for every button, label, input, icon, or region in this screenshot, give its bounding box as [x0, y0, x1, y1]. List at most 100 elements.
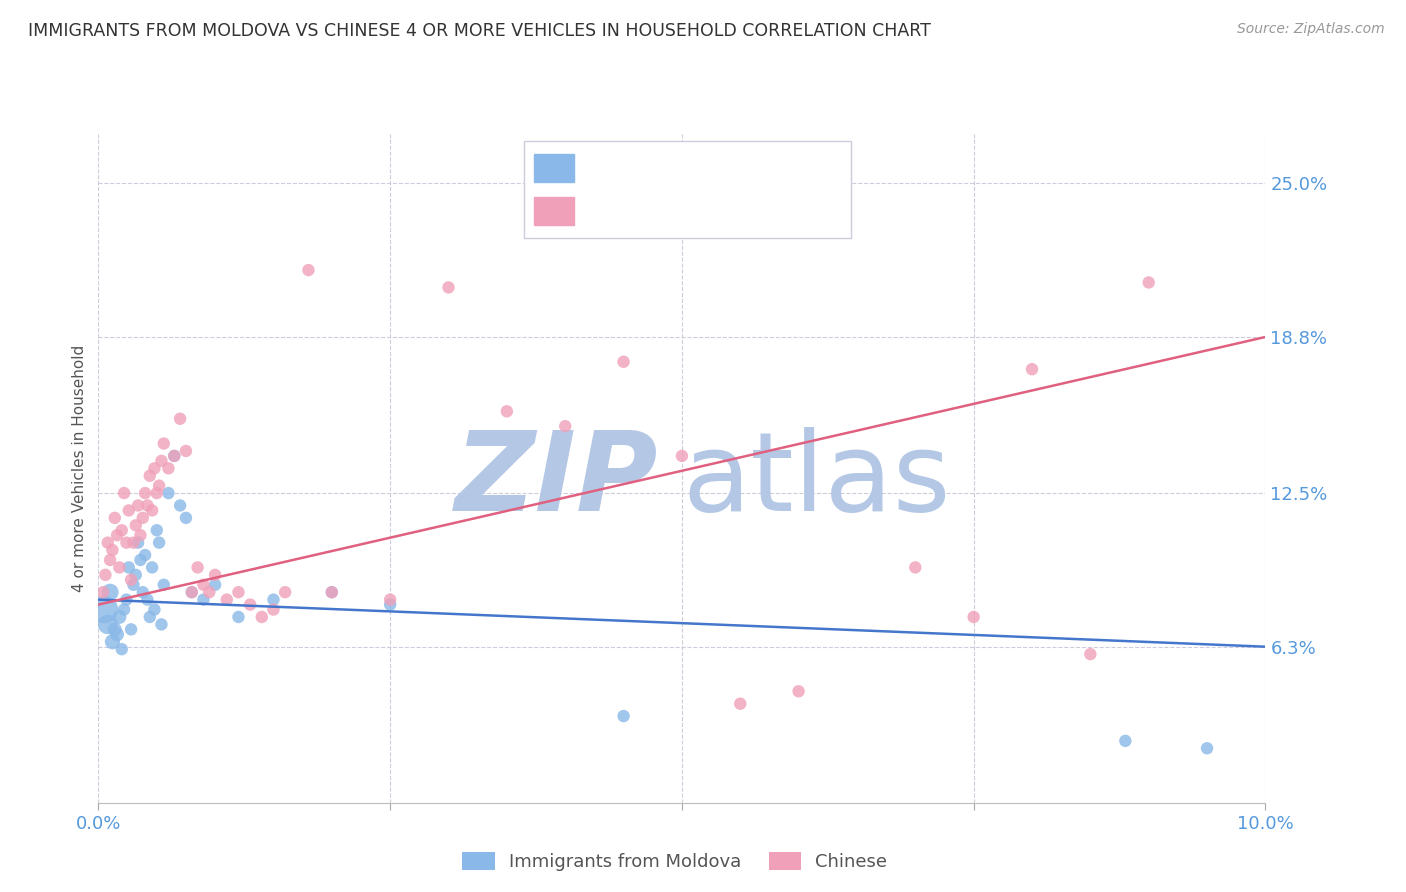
Point [97, 617, 120, 632]
Text: N =: N = [703, 203, 754, 219]
Point [143, 602, 166, 616]
Point [1114, 734, 1136, 748]
Point [93, 602, 115, 616]
Point [204, 567, 226, 582]
Text: atlas: atlas [682, 427, 950, 534]
Point [378, 592, 402, 607]
Point [146, 523, 169, 537]
Point [118, 560, 141, 574]
Point [612, 709, 634, 723]
Point [134, 548, 156, 562]
Point [98, 553, 121, 567]
Point [152, 436, 174, 450]
Point [378, 598, 402, 612]
Point [122, 578, 145, 592]
Point [127, 499, 149, 513]
Point [101, 543, 124, 558]
Point [157, 486, 180, 500]
Point [321, 585, 343, 599]
Point [169, 411, 191, 425]
Point [174, 444, 197, 458]
Point [143, 461, 166, 475]
Point [554, 419, 576, 434]
Legend: Immigrants from Moldova, Chinese: Immigrants from Moldova, Chinese [456, 845, 894, 879]
Point [297, 263, 319, 277]
Point [163, 449, 186, 463]
Point [134, 486, 156, 500]
Point [437, 280, 460, 294]
Text: N =: N = [703, 161, 754, 176]
Point [204, 578, 226, 592]
Point [1080, 647, 1102, 661]
Text: 57: 57 [763, 203, 786, 219]
Point [115, 535, 138, 549]
Point [136, 592, 159, 607]
Point [120, 573, 142, 587]
Bar [534, 153, 574, 182]
Point [150, 454, 173, 468]
Point [98, 585, 121, 599]
Point [139, 468, 162, 483]
Point [193, 578, 215, 592]
Y-axis label: 4 or more Vehicles in Household: 4 or more Vehicles in Household [72, 344, 87, 592]
Point [141, 503, 163, 517]
Point [111, 523, 134, 537]
FancyBboxPatch shape [523, 141, 851, 238]
Text: R =: R = [585, 161, 619, 176]
Point [112, 486, 135, 500]
Point [108, 610, 131, 624]
Point [157, 461, 180, 475]
Point [105, 627, 128, 641]
Bar [534, 197, 574, 226]
Point [180, 585, 202, 599]
Point [104, 511, 127, 525]
Point [129, 553, 152, 567]
Point [169, 499, 191, 513]
Point [129, 528, 152, 542]
Point [495, 404, 517, 418]
Text: IMMIGRANTS FROM MOLDOVA VS CHINESE 4 OR MORE VEHICLES IN HOUSEHOLD CORRELATION C: IMMIGRANTS FROM MOLDOVA VS CHINESE 4 OR … [28, 22, 931, 40]
Point [148, 478, 170, 492]
Point [612, 355, 634, 369]
Point [101, 634, 124, 648]
Point [112, 602, 135, 616]
Point [962, 610, 984, 624]
Point [105, 528, 128, 542]
Point [250, 610, 273, 624]
Point [148, 535, 170, 549]
Point [193, 592, 215, 607]
Point [262, 592, 284, 607]
Point [115, 592, 138, 607]
Point [228, 585, 250, 599]
Point [174, 511, 197, 525]
Point [108, 560, 131, 574]
Point [94, 567, 117, 582]
Point [132, 511, 155, 525]
Point [118, 503, 141, 517]
Point [136, 499, 159, 513]
Point [787, 684, 810, 698]
Point [111, 642, 134, 657]
Point [671, 449, 693, 463]
Point [125, 567, 148, 582]
Point [139, 610, 162, 624]
Point [97, 535, 120, 549]
Text: -0.124: -0.124 [628, 161, 686, 176]
Point [120, 623, 142, 637]
Point [904, 560, 927, 574]
Point [1021, 362, 1043, 376]
Text: ZIP: ZIP [456, 427, 658, 534]
Point [198, 585, 221, 599]
Point [125, 518, 148, 533]
Point [141, 560, 163, 574]
Point [321, 585, 343, 599]
Point [163, 449, 186, 463]
Text: R =: R = [585, 203, 619, 219]
Point [262, 602, 284, 616]
Point [274, 585, 297, 599]
Point [1137, 276, 1160, 290]
Point [215, 592, 238, 607]
Point [127, 535, 149, 549]
Point [91, 585, 114, 599]
Point [150, 617, 173, 632]
